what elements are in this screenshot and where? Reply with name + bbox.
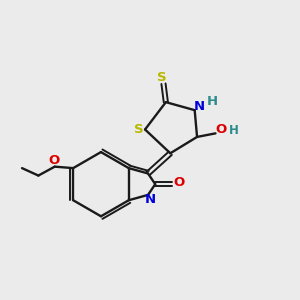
Text: N: N bbox=[145, 193, 156, 206]
Text: O: O bbox=[173, 176, 184, 189]
Text: O: O bbox=[215, 123, 226, 136]
Text: H: H bbox=[207, 95, 218, 108]
Text: S: S bbox=[158, 71, 167, 84]
Text: S: S bbox=[134, 123, 143, 136]
Text: N: N bbox=[193, 100, 204, 113]
Text: H: H bbox=[228, 124, 238, 137]
Text: O: O bbox=[48, 154, 59, 166]
